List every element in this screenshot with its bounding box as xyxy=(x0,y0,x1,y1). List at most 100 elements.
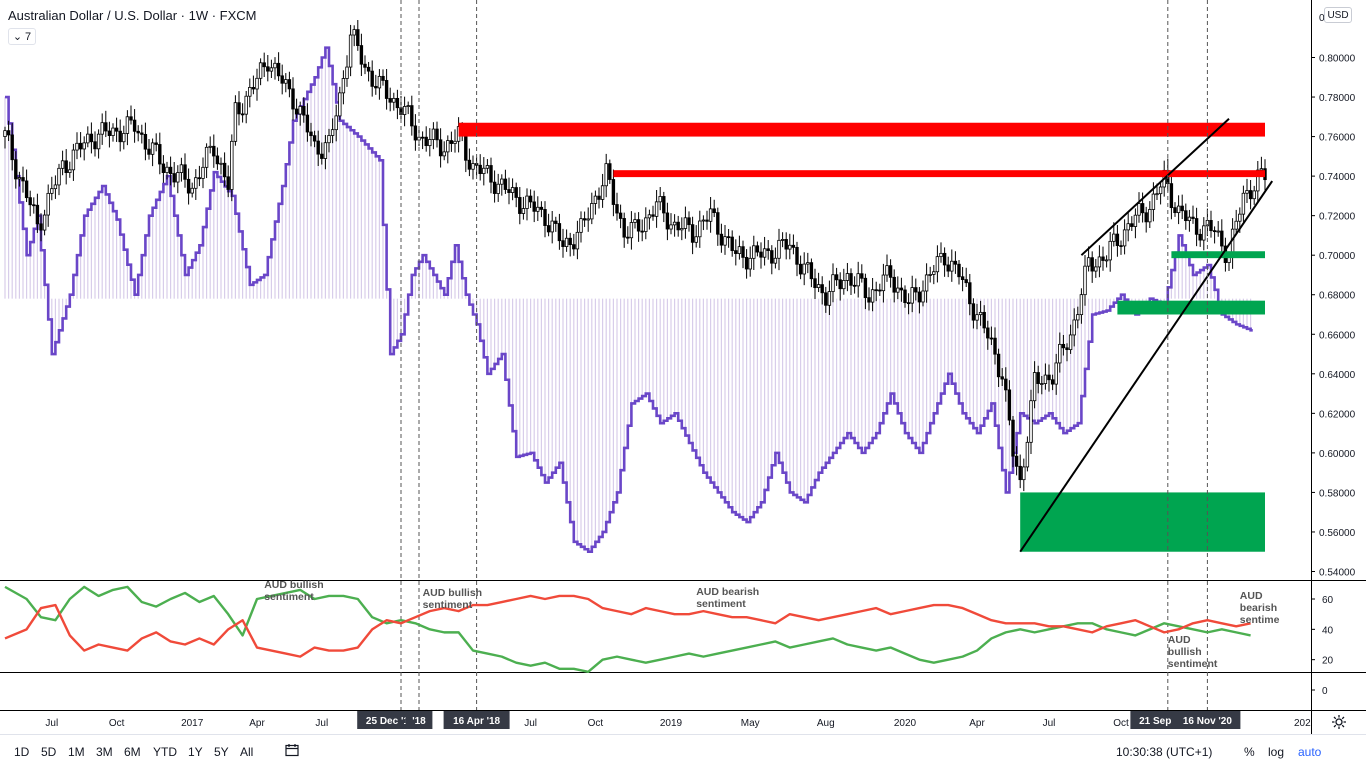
candle-body xyxy=(1158,186,1163,195)
candle-body xyxy=(1036,372,1040,384)
timeframe-ytd[interactable]: YTD xyxy=(153,745,177,759)
candle-body xyxy=(118,130,122,143)
candle-body xyxy=(888,265,893,278)
candle-body xyxy=(867,297,871,303)
timeframe-1m[interactable]: 1M xyxy=(68,745,85,759)
trendline[interactable] xyxy=(1080,118,1230,256)
candle-body xyxy=(244,95,248,115)
candle-body xyxy=(384,80,389,99)
timeframe-3m[interactable]: 3M xyxy=(96,745,113,759)
resistance-zone[interactable] xyxy=(613,170,1265,178)
time-tick-label: Apr xyxy=(969,718,985,729)
candle-body xyxy=(258,62,263,79)
candle-body xyxy=(752,245,756,259)
candle-body xyxy=(680,228,684,231)
candle-body xyxy=(42,214,47,231)
indicators-toggle[interactable]: ⌄ 7 xyxy=(8,28,36,45)
candle-body xyxy=(878,289,882,292)
currency-badge[interactable]: USD xyxy=(1324,7,1352,23)
candle-body xyxy=(1079,294,1084,316)
candle-body xyxy=(330,129,335,136)
timeframe-all[interactable]: All xyxy=(240,745,254,759)
candle-body xyxy=(971,303,976,321)
candle-body xyxy=(1068,334,1073,351)
candle-body xyxy=(190,187,194,194)
candle-body xyxy=(208,145,212,148)
candle-body xyxy=(856,273,860,287)
candle-body xyxy=(240,113,245,116)
timeframe-5d[interactable]: 5D xyxy=(41,745,57,759)
candle-body xyxy=(1187,216,1192,222)
candle-body xyxy=(759,251,763,258)
candle-body xyxy=(1248,190,1253,200)
timeframe-1d[interactable]: 1D xyxy=(14,745,30,759)
timeframe-1y[interactable]: 1Y xyxy=(188,745,203,759)
candle-body xyxy=(806,262,810,265)
support-zone[interactable] xyxy=(1020,492,1265,552)
price-tick-label: 0.80000 xyxy=(1319,54,1356,65)
candle-body xyxy=(705,219,709,222)
price-tick-label: 0.72000 xyxy=(1319,212,1356,223)
support-zone[interactable] xyxy=(1171,251,1265,259)
candle-body xyxy=(104,122,108,132)
candle-body xyxy=(1126,223,1130,231)
auto-scale-toggle[interactable]: auto xyxy=(1298,745,1322,759)
log-toggle[interactable]: log xyxy=(1268,745,1285,759)
trendline[interactable] xyxy=(1019,180,1274,553)
candle-body xyxy=(1076,314,1080,321)
candle-body xyxy=(1040,383,1044,385)
timeframe-6m[interactable]: 6M xyxy=(124,745,141,759)
candle-body xyxy=(431,128,436,140)
candle-body xyxy=(615,204,619,214)
candle-body xyxy=(291,88,295,110)
candle-body xyxy=(798,263,803,275)
indicator-count: 7 xyxy=(25,30,32,43)
candle-body xyxy=(122,133,126,143)
candle-body xyxy=(683,217,688,229)
price-tick-label: 0.54000 xyxy=(1319,568,1356,579)
calendar-range-icon[interactable] xyxy=(285,743,299,757)
candle-body xyxy=(568,237,572,246)
candle-body xyxy=(485,165,490,169)
candle-body xyxy=(424,136,428,147)
candle-body xyxy=(737,246,742,254)
candle-body xyxy=(716,212,720,235)
resistance-zone[interactable] xyxy=(458,122,1266,137)
candle-body xyxy=(496,183,500,194)
candle-body xyxy=(741,246,745,258)
gear-icon[interactable] xyxy=(1331,714,1347,730)
candle-body xyxy=(975,314,979,321)
candle-body xyxy=(345,66,349,79)
candle-body xyxy=(554,220,558,224)
candle-body xyxy=(140,132,144,135)
sentiment-annotation: AUD bearish xyxy=(696,586,759,598)
price-tick-label: 0.68000 xyxy=(1319,291,1356,302)
candle-body xyxy=(942,252,947,266)
candle-body xyxy=(222,162,227,178)
candle-body xyxy=(129,116,133,121)
percent-toggle[interactable]: % xyxy=(1244,745,1255,759)
candle-body xyxy=(420,136,425,139)
support-zone[interactable] xyxy=(1117,300,1265,315)
candle-body xyxy=(600,185,605,200)
candle-body xyxy=(100,122,104,135)
candle-body xyxy=(730,236,734,252)
candle-body xyxy=(320,153,324,159)
candle-body xyxy=(75,142,79,151)
candle-body xyxy=(348,34,353,68)
candle-body xyxy=(1227,256,1231,263)
candle-body xyxy=(1101,256,1105,261)
candle-body xyxy=(471,163,475,170)
candle-body xyxy=(158,144,162,165)
candle-body xyxy=(1144,212,1148,223)
candle-body xyxy=(24,180,29,199)
sentiment-annotation: sentiment xyxy=(1168,658,1218,670)
time-tick-label: May xyxy=(741,718,760,729)
sentiment-annotation: bearish xyxy=(1240,602,1277,614)
candle-body xyxy=(640,230,644,233)
sentiment-annotation: sentime xyxy=(1240,614,1280,626)
time-tick-label: Jul xyxy=(45,718,58,729)
timeframe-5y[interactable]: 5Y xyxy=(214,745,229,759)
candle-body xyxy=(219,162,223,165)
